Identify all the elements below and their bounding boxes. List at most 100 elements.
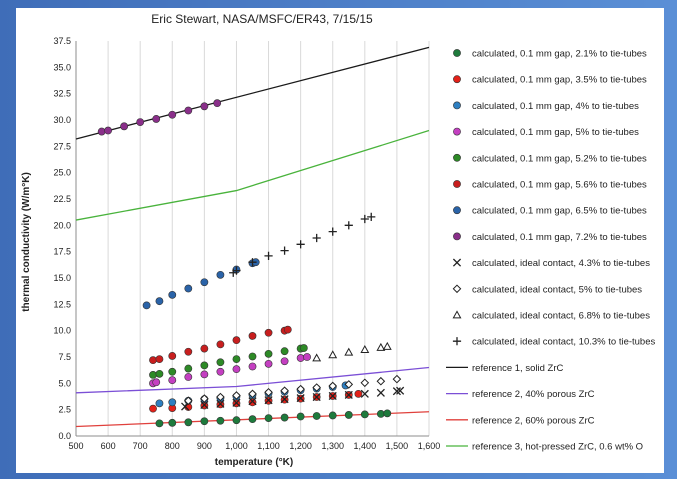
data-point: [264, 414, 273, 422]
data-point: [312, 392, 321, 402]
x-tick-label: 1,200: [289, 441, 312, 451]
x-tick-label: 1,000: [225, 441, 248, 451]
data-point: [120, 122, 129, 131]
legend-entry-label: calculated, ideal contact, 4.3% to tie-t…: [472, 258, 650, 269]
data-point: [376, 376, 386, 386]
data-point: [452, 310, 462, 319]
y-tick-label: 10.0: [53, 326, 71, 336]
data-point: [264, 349, 273, 358]
data-point: [264, 359, 273, 368]
data-point: [184, 284, 193, 293]
data-point: [303, 353, 311, 361]
data-point: [376, 388, 385, 397]
data-point: [155, 369, 164, 378]
y-tick-label: 7.5: [58, 352, 71, 362]
reference-line: [75, 366, 430, 394]
data-point: [200, 361, 209, 370]
data-point: [232, 355, 241, 364]
x-tick-label: 1,300: [321, 441, 344, 451]
data-point: [376, 342, 386, 351]
reference-line: [75, 46, 430, 140]
data-point: [452, 258, 462, 267]
data-point: [232, 416, 241, 425]
data-point: [453, 49, 461, 57]
data-point: [155, 419, 164, 428]
data-point: [328, 350, 338, 359]
x-tick-label: 700: [133, 441, 148, 451]
data-point: [216, 416, 225, 425]
data-point: [152, 115, 161, 123]
data-point: [200, 102, 209, 111]
data-point: [296, 384, 305, 394]
data-point: [232, 365, 241, 374]
data-point: [184, 347, 193, 356]
data-point: [155, 355, 164, 364]
data-point: [299, 344, 308, 352]
data-point: [168, 376, 177, 385]
data-point: [376, 409, 385, 418]
data-point: [168, 398, 177, 407]
y-tick-label: 2.5: [58, 405, 71, 415]
y-tick-label: 35.0: [53, 62, 71, 72]
legend-entry-label: calculated, ideal contact, 6.8% to tie-t…: [472, 311, 650, 322]
data-point: [155, 297, 164, 306]
chart-svg: Eric Stewart, NASA/MSFC/ER43, 7/15/15 50…: [21, 12, 656, 468]
data-point: [392, 387, 401, 396]
data-point: [360, 389, 369, 398]
data-point: [344, 221, 353, 230]
legend-entry-label: reference 1, solid ZrC: [472, 363, 563, 374]
data-point: [232, 266, 241, 275]
x-tick-label: 900: [197, 441, 212, 451]
data-point: [168, 352, 177, 360]
data-point: [344, 411, 353, 419]
data-point: [200, 278, 209, 287]
data-point: [296, 412, 305, 421]
data-point: [382, 341, 392, 350]
data-point: [453, 232, 461, 241]
data-point: [312, 383, 321, 392]
data-point: [200, 370, 209, 379]
data-point: [453, 180, 461, 188]
data-point: [168, 290, 177, 299]
data-point: [232, 391, 241, 400]
y-tick-label: 5.0: [58, 378, 71, 388]
data-point: [264, 328, 273, 337]
data-point: [296, 240, 305, 249]
legend-entry-label: calculated, 0.1 mm gap, 7.2% to tie-tube…: [472, 232, 647, 243]
y-tick-label: 20.0: [53, 220, 71, 230]
data-point: [168, 110, 177, 119]
data-point: [248, 389, 257, 399]
data-point: [184, 364, 193, 373]
data-point: [453, 101, 461, 110]
x-tick-label: 800: [165, 441, 180, 451]
x-tick-label: 1,600: [418, 441, 441, 451]
data-point: [248, 397, 257, 406]
data-point: [184, 373, 193, 381]
x-tick-label: 1,400: [354, 441, 377, 451]
data-point: [248, 332, 257, 340]
data-point: [360, 214, 369, 224]
y-tick-label: 17.5: [53, 247, 71, 257]
data-point: [312, 233, 321, 243]
data-point: [264, 251, 273, 260]
x-axis-label: temperature (°K): [215, 457, 293, 468]
data-point: [328, 381, 338, 391]
data-point: [149, 404, 157, 413]
data-point: [200, 400, 209, 409]
data-point: [200, 394, 209, 403]
data-point: [184, 106, 193, 115]
data-point: [360, 378, 370, 388]
data-point: [360, 410, 369, 419]
legend-entry-label: calculated, 0.1 mm gap, 4% to tie-tubes: [472, 101, 639, 112]
data-point: [155, 399, 164, 408]
y-tick-label: 37.5: [53, 36, 71, 46]
data-point: [280, 413, 289, 422]
data-point: [396, 386, 405, 395]
data-point: [452, 284, 462, 294]
data-point: [280, 357, 289, 366]
reference-line: [75, 129, 430, 221]
y-tick-label: 12.5: [53, 299, 71, 309]
data-point: [383, 409, 392, 418]
legend-entry-label: calculated, ideal contact, 5% to tie-tub…: [472, 284, 642, 295]
y-tick-label: 15.0: [53, 273, 71, 283]
